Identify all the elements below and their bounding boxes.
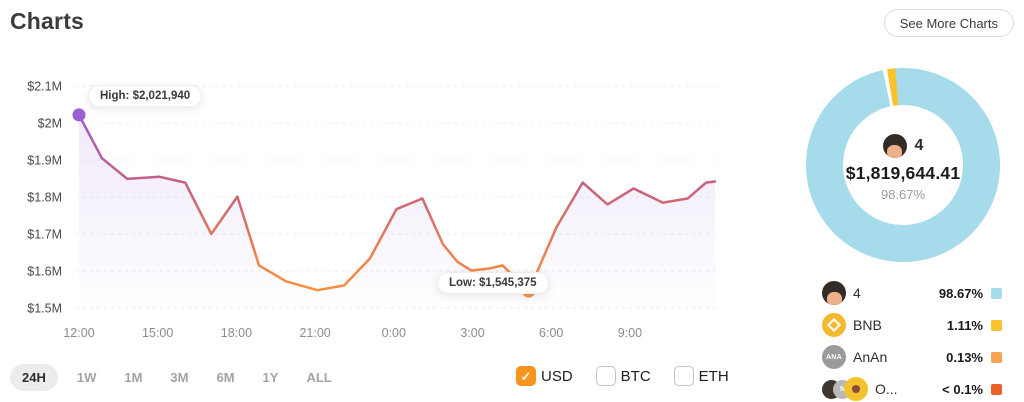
eth-toggle[interactable]: ✓ ETH (673, 366, 729, 386)
y-axis-tick: $1.6M (27, 265, 62, 279)
range-3m[interactable]: 3M (170, 370, 189, 385)
btc-checkbox[interactable]: ✓ (595, 366, 616, 386)
dominance-percent: 98.67% (880, 187, 926, 202)
y-axis-tick: $2M (38, 117, 62, 131)
legend-row[interactable]: BNB 1.11% (822, 309, 1002, 341)
donut-segment[interactable] (806, 68, 1000, 262)
y-axis-tick: $1.5M (27, 302, 62, 316)
range-24h[interactable]: 24H (10, 364, 58, 391)
ana-icon: ANA (822, 345, 846, 369)
y-axis-tick: $1.7M (27, 228, 62, 242)
checkmark-icon: ✓ (520, 368, 532, 384)
donut-center-summary: 4 $1,819,644.41 98.67% (833, 134, 973, 202)
see-more-charts-button[interactable]: See More Charts (883, 9, 1014, 37)
y-axis-tick: $1.8M (27, 191, 62, 205)
legend-color-chip (991, 383, 1002, 395)
legend-color-chip (991, 351, 1002, 363)
y-axis-tick: $1.9M (27, 154, 62, 168)
page-title: Charts (10, 8, 85, 34)
legend-value: 0.13% (946, 349, 983, 365)
legend-label: 4 (853, 285, 861, 301)
range-6m[interactable]: 6M (216, 370, 235, 385)
usd-toggle[interactable]: ✓ USD (516, 366, 573, 386)
legend-label: O... (875, 381, 898, 397)
high-dot (72, 108, 86, 122)
coins-icon: N (822, 377, 868, 401)
x-axis-tick: 12:00 (63, 326, 94, 340)
x-axis-tick: 18:00 (221, 326, 252, 340)
legend-label: AnAn (853, 349, 888, 365)
allocation-donut-chart[interactable] (795, 57, 1011, 273)
x-axis-tick: 15:00 (142, 326, 173, 340)
asset-count: 4 (914, 137, 924, 154)
usd-checkbox[interactable]: ✓ (516, 366, 536, 386)
high-tooltip: High: $2,021,940 (88, 85, 203, 107)
range-1y[interactable]: 1Y (262, 370, 279, 385)
coin-icon (844, 377, 868, 401)
legend-color-chip (991, 287, 1002, 299)
x-axis-tick: 9:00 (618, 326, 642, 340)
line-path (77, 113, 717, 293)
btc-label: BTC (620, 367, 651, 385)
range-all[interactable]: ALL (306, 370, 332, 385)
donut-segment[interactable] (887, 68, 899, 106)
range-1m[interactable]: 1M (124, 370, 143, 385)
legend-row[interactable]: ANA AnAn 0.13% (822, 341, 1002, 373)
eth-checkbox[interactable]: ✓ (673, 366, 694, 386)
x-axis-tick: 6:00 (539, 326, 563, 340)
avatar-icon (882, 134, 907, 158)
eth-label: ETH (698, 367, 729, 385)
legend-row[interactable]: 4 98.67% (822, 277, 1002, 309)
x-axis-tick: 21:00 (299, 326, 330, 340)
legend-row[interactable]: N O... < 0.1% (822, 373, 1002, 402)
legend-color-chip (991, 319, 1002, 331)
currency-toggles: ✓ USD ✓ BTC ✓ ETH (516, 366, 729, 386)
area-fill (79, 114, 715, 309)
legend-value: 98.67% (938, 285, 983, 301)
range-1w[interactable]: 1W (76, 370, 97, 385)
x-axis-tick: 0:00 (382, 326, 406, 340)
usd-label: USD (541, 367, 573, 385)
avatar-icon (822, 281, 846, 305)
allocation-legend: 4 98.67% BNB 1.11% ANA AnAn 0.13% N O...… (822, 277, 1002, 402)
legend-value: 1.11% (946, 317, 983, 333)
total-value: $1,819,644.41 (845, 163, 961, 183)
x-axis-tick: 3:00 (460, 326, 484, 340)
legend-value: < 0.1% (942, 381, 983, 397)
legend-label: BNB (853, 317, 882, 333)
low-tooltip: Low: $1,545,375 (437, 272, 549, 294)
btc-toggle[interactable]: ✓ BTC (595, 366, 651, 386)
time-range-selector: 24H 1W 1M 3M 6M 1Y ALL (10, 364, 341, 391)
bnb-icon (822, 313, 846, 337)
y-axis-tick: $2.1M (27, 80, 62, 94)
